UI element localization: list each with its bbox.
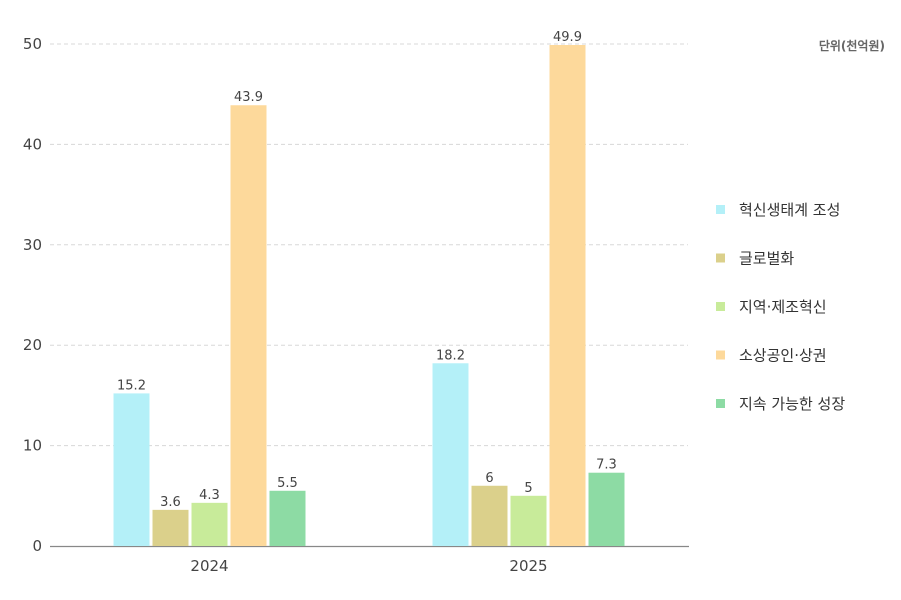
y-tick-label: 50	[23, 35, 42, 53]
unit-label: 단위(천억원)	[819, 38, 885, 53]
legend-swatch	[716, 302, 725, 311]
legend-label: 글로벌화	[739, 250, 794, 268]
data-label: 5.5	[277, 476, 298, 491]
legend-swatch	[716, 253, 725, 263]
data-label: 18.2	[436, 348, 465, 363]
legend-swatch	[716, 399, 725, 408]
data-label: 6	[485, 471, 493, 486]
legend-label: 혁신생태계 조성	[739, 201, 840, 219]
bar	[113, 393, 150, 546]
bar	[549, 45, 586, 547]
x-tick-label: 2025	[509, 557, 547, 575]
bar	[191, 502, 228, 546]
data-label: 4.3	[199, 488, 220, 503]
data-label: 7.3	[596, 458, 617, 473]
bar	[510, 495, 547, 546]
bar	[588, 472, 625, 546]
data-label: 3.6	[160, 495, 181, 510]
legend-label: 지역·제조혁신	[739, 298, 827, 316]
legend-swatch	[716, 350, 725, 360]
bar	[432, 363, 469, 546]
x-tick-label: 2024	[190, 557, 228, 575]
data-label: 49.9	[553, 30, 582, 45]
y-tick-label: 20	[23, 336, 42, 354]
legend-swatch	[716, 205, 725, 214]
bar	[471, 485, 508, 546]
data-label: 43.9	[234, 90, 263, 105]
bar	[230, 105, 267, 546]
legend-label: 지속 가능한 성장	[739, 395, 845, 413]
legend-label: 소상공인·상권	[739, 347, 827, 365]
bar	[269, 490, 306, 546]
y-tick-label: 30	[23, 236, 42, 254]
y-tick-label: 0	[32, 537, 42, 555]
y-tick-label: 40	[23, 135, 42, 153]
bar	[152, 509, 189, 546]
data-label: 5	[524, 481, 532, 496]
y-tick-label: 10	[23, 437, 42, 455]
data-label: 15.2	[117, 378, 146, 393]
